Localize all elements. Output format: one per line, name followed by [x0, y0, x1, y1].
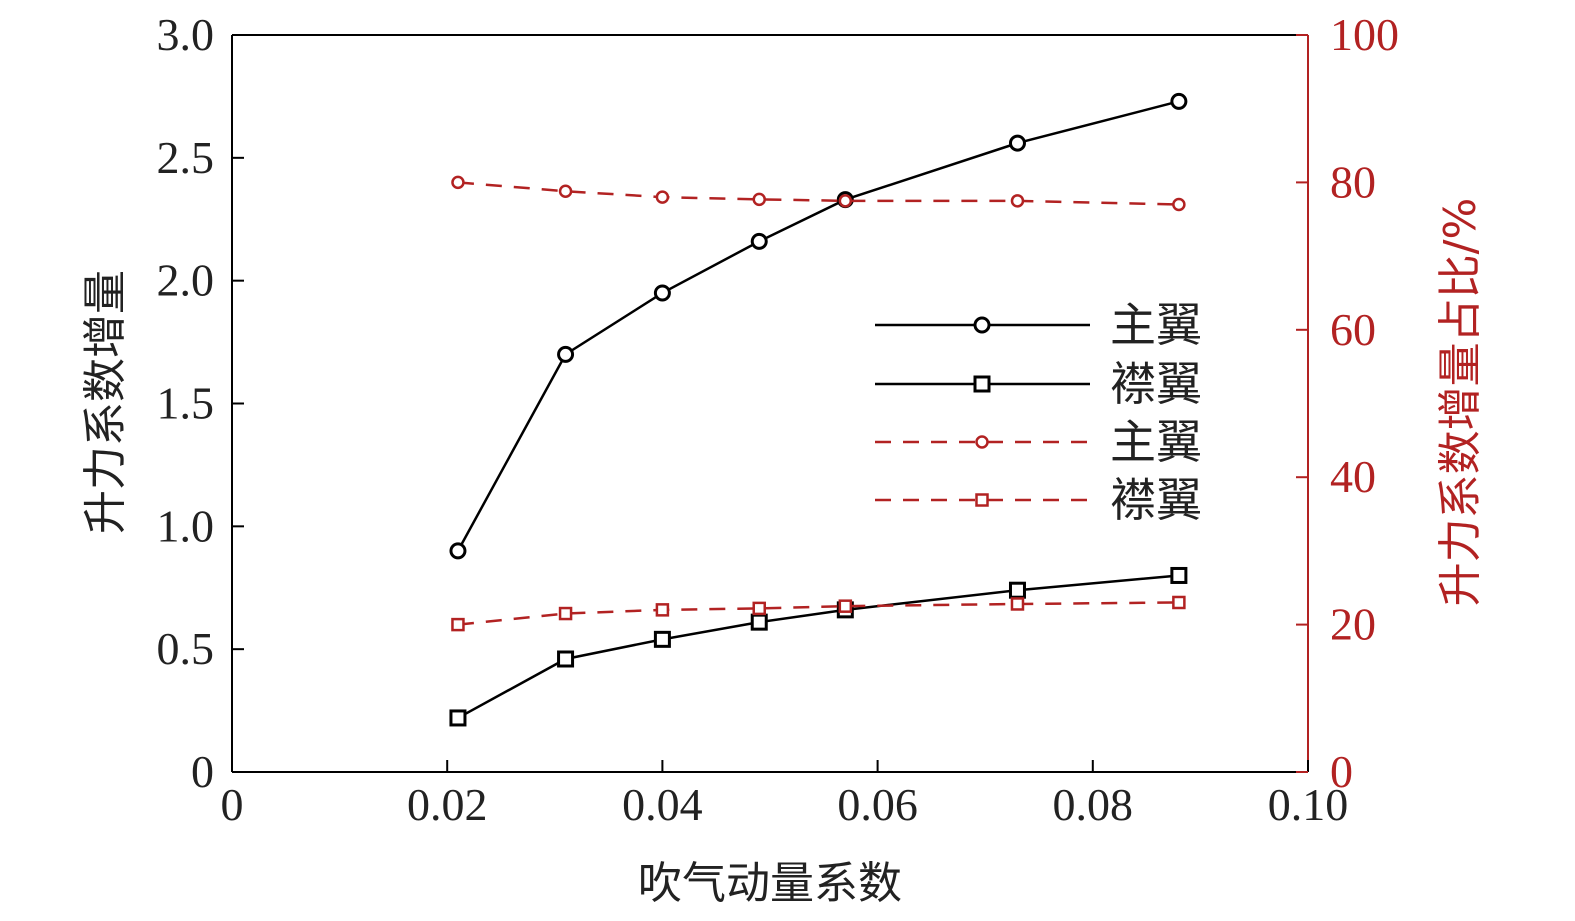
- series-layer: [449, 92, 1188, 727]
- data-point: [558, 606, 573, 621]
- y-right-tick-label: 60: [1330, 304, 1376, 355]
- x-tick-label: 0.10: [1268, 779, 1349, 830]
- data-point: [451, 175, 465, 190]
- legend-marker: [973, 316, 991, 334]
- legend-label: 襟翼: [1110, 473, 1202, 527]
- data-point: [1008, 134, 1026, 152]
- x-tick-label: 0.08: [1053, 779, 1134, 830]
- y-left-tick-label: 1.0: [157, 500, 215, 551]
- series-1-left: [449, 566, 1188, 727]
- legend-marker: [975, 435, 989, 449]
- legend-label: 襟翼: [1110, 357, 1202, 411]
- x-tick-label: 0: [221, 779, 244, 830]
- y-right-tick-label: 80: [1330, 156, 1376, 207]
- y-axis-left-title: 升力系数增量: [80, 270, 131, 534]
- data-point: [1172, 197, 1186, 212]
- y-left-tick-label: 2.5: [157, 132, 215, 183]
- data-point: [752, 601, 766, 616]
- data-point: [451, 617, 465, 632]
- data-point: [1172, 595, 1186, 610]
- data-point: [750, 232, 768, 250]
- data-point: [1008, 581, 1026, 599]
- y-left-tick-label: 3.0: [157, 9, 215, 60]
- x-tick-label: 0.04: [622, 779, 703, 830]
- data-point: [1170, 92, 1188, 110]
- data-point: [838, 599, 853, 613]
- data-point: [449, 709, 467, 727]
- data-point: [557, 345, 575, 363]
- data-point: [1170, 566, 1188, 584]
- data-point: [449, 542, 467, 560]
- data-point: [558, 184, 573, 198]
- x-axis-title: 吹气动量系数: [638, 858, 902, 909]
- series-0-left: [449, 92, 1188, 560]
- data-point: [750, 613, 768, 631]
- series-3-right: [451, 595, 1186, 632]
- y-right-tick-label: 100: [1330, 9, 1399, 60]
- y-right-tick-label: 0: [1330, 746, 1353, 797]
- data-point: [655, 190, 670, 204]
- data-point: [838, 194, 853, 208]
- y-left-tick-label: 0.5: [157, 623, 215, 674]
- y-right-tick-label: 40: [1330, 451, 1376, 502]
- x-tick-label: 0.06: [837, 779, 918, 830]
- data-point: [1010, 194, 1025, 208]
- data-point: [655, 603, 670, 617]
- legend-label: 主翼: [1110, 298, 1202, 352]
- data-point: [557, 650, 575, 668]
- legend-label: 主翼: [1110, 415, 1202, 469]
- data-point: [653, 630, 671, 648]
- y-left-tick-label: 1.5: [157, 378, 215, 429]
- legend-marker: [975, 493, 989, 507]
- y-axis-right-title: 升力系数增量占比/%: [1435, 198, 1486, 607]
- legend-marker: [973, 375, 991, 393]
- data-point: [653, 284, 671, 302]
- y-right-tick-label: 20: [1330, 599, 1376, 650]
- y-left-tick-label: 0: [191, 746, 214, 797]
- y-left-tick-label: 2.0: [157, 255, 215, 306]
- data-point: [1010, 597, 1025, 611]
- data-point: [752, 192, 766, 207]
- x-tick-label: 0.02: [407, 779, 488, 830]
- axes: 0 0.02 0.04 0.06 0.08 0.1000.51.01.52.02.53.0…: [157, 9, 1400, 830]
- series-2-right: [451, 175, 1186, 212]
- series-line: [457, 574, 1179, 720]
